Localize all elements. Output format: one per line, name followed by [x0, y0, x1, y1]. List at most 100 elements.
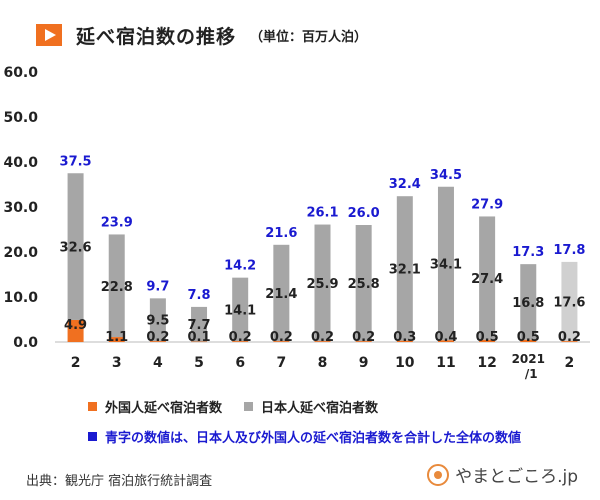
- foreign-value-label: 0.5: [476, 330, 499, 345]
- legend: 外国人延べ宿泊者数 日本人延べ宿泊者数: [88, 397, 378, 416]
- japanese-value-label: 25.8: [348, 277, 380, 292]
- japanese-value-label: 7.7: [188, 318, 211, 333]
- bar-foreign: [355, 341, 372, 342]
- foreign-value-label: 0.3: [393, 330, 416, 345]
- y-tick-label: 50.0: [3, 110, 38, 126]
- legend-label-foreign: 外国人延べ宿泊者数: [105, 401, 223, 416]
- bar-japanese: [437, 186, 454, 341]
- foreign-value-label: 0.2: [558, 330, 581, 345]
- total-value-label: 7.8: [188, 288, 211, 303]
- japanese-value-label: 32.6: [60, 241, 92, 256]
- japanese-value-label: 34.1: [430, 257, 462, 272]
- foreign-value-label: 0.2: [311, 330, 334, 345]
- total-value-label: 26.0: [348, 206, 380, 221]
- chart-title: 延べ宿泊数の推移: [76, 25, 237, 48]
- x-tick-label: 10: [395, 355, 415, 371]
- legend-swatch-japanese: [244, 402, 254, 411]
- bar-japanese: [314, 224, 331, 342]
- bar-foreign: [232, 341, 249, 342]
- bar-foreign: [314, 341, 331, 342]
- bar-japanese: [191, 306, 208, 342]
- x-tick-label: 11: [436, 355, 455, 371]
- total-value-label: 32.4: [389, 177, 421, 192]
- bar-japanese: [149, 298, 166, 342]
- bar-japanese: [355, 225, 372, 342]
- japanese-value-label: 25.9: [306, 277, 338, 292]
- legend-note-text: 青字の数値は、日本人及び外国人の延べ宿泊者数を合計した全体の数値: [105, 431, 522, 446]
- bar-japanese: [479, 216, 496, 340]
- foreign-value-label: 0.1: [188, 330, 211, 345]
- japanese-value-label: 22.8: [101, 280, 133, 295]
- bar-japanese: [232, 277, 249, 342]
- foreign-value-label: 0.2: [146, 330, 169, 345]
- x-tick-label: 9: [359, 355, 369, 371]
- x-tick-label: 4: [153, 355, 163, 371]
- stacked-bar-chart: 0.010.020.030.040.050.060.032.64.937.522…: [3, 65, 590, 381]
- total-value-label: 21.6: [265, 226, 297, 241]
- total-value-label: 34.5: [430, 168, 462, 183]
- bar-foreign: [149, 341, 166, 342]
- foreign-value-label: 1.1: [105, 330, 128, 345]
- total-value-label: 26.1: [306, 206, 338, 221]
- bar-japanese: [520, 264, 537, 340]
- bar-foreign: [191, 341, 208, 343]
- bar-foreign: [561, 341, 578, 342]
- foreign-value-label: 4.9: [64, 318, 87, 333]
- logo-mark-icon: [427, 463, 450, 486]
- bar-japanese: [108, 234, 125, 338]
- x-tick-label: 3: [112, 355, 122, 371]
- bar-foreign: [479, 339, 496, 342]
- legend-swatch-total: [88, 432, 97, 441]
- total-value-label: 17.3: [512, 245, 544, 260]
- x-tick-label: 2021: [512, 352, 545, 366]
- y-tick-label: 20.0: [3, 245, 38, 261]
- x-tick-label: 2: [71, 355, 81, 371]
- x-tick-label: /1: [525, 367, 538, 381]
- logo-text: やまとごころ.jp: [455, 467, 578, 487]
- foreign-value-label: 0.4: [434, 330, 457, 345]
- x-tick-label: 12: [477, 355, 496, 371]
- total-value-label: 27.9: [471, 197, 503, 212]
- bar-foreign: [67, 319, 84, 342]
- legend-swatch-foreign: [88, 402, 97, 411]
- source-note: 出典：観光庁 宿泊旅行統計調査: [26, 474, 213, 489]
- foreign-value-label: 0.5: [517, 330, 540, 345]
- bar-japanese: [67, 173, 84, 320]
- foreign-value-label: 0.2: [229, 330, 252, 345]
- y-tick-label: 40.0: [3, 155, 38, 171]
- x-tick-label: 6: [235, 355, 245, 371]
- total-value-label: 23.9: [101, 215, 133, 230]
- site-logo: やまとごころ.jp: [427, 462, 578, 487]
- bar-japanese: [396, 196, 413, 341]
- unit-label: （単位：百万人泊）: [250, 29, 368, 45]
- bar-foreign: [108, 337, 125, 342]
- japanese-value-label: 21.4: [265, 287, 297, 302]
- total-value-label: 17.8: [553, 243, 585, 258]
- total-value-label: 14.2: [224, 259, 256, 274]
- japanese-value-label: 16.8: [512, 296, 544, 311]
- japanese-value-label: 14.1: [224, 303, 256, 318]
- y-tick-label: 60.0: [3, 65, 38, 81]
- x-tick-label: 2: [565, 355, 575, 371]
- bar-foreign: [437, 340, 454, 342]
- x-tick-label: 8: [318, 355, 328, 371]
- bar-foreign: [396, 340, 413, 342]
- japanese-value-label: 32.1: [389, 262, 421, 277]
- chart-header: 延べ宿泊数の推移 （単位：百万人泊）: [36, 20, 367, 50]
- y-tick-label: 30.0: [3, 200, 38, 216]
- y-tick-label: 10.0: [3, 290, 38, 306]
- bar-japanese: [273, 244, 290, 342]
- japanese-value-label: 27.4: [471, 272, 503, 287]
- bar-foreign: [273, 341, 290, 342]
- total-value-label: 9.7: [146, 279, 169, 294]
- y-tick-label: 0.0: [13, 335, 38, 351]
- japanese-value-label: 17.6: [553, 296, 585, 311]
- x-tick-label: 5: [194, 355, 204, 371]
- legend-note: 青字の数値は、日本人及び外国人の延べ宿泊者数を合計した全体の数値: [88, 427, 521, 446]
- bar-japanese: [561, 261, 578, 342]
- legend-label-japanese: 日本人延べ宿泊者数: [261, 401, 379, 416]
- foreign-value-label: 0.2: [352, 330, 375, 345]
- foreign-value-label: 0.2: [270, 330, 293, 345]
- x-tick-label: 7: [276, 355, 286, 371]
- bar-foreign: [520, 339, 537, 342]
